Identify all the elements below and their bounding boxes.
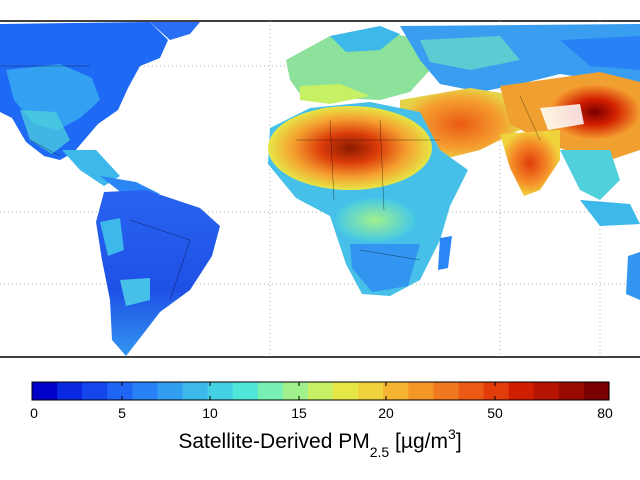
colorbar-cell — [483, 382, 510, 400]
title-subscript: 2.5 — [369, 444, 390, 460]
colorbar-cell — [182, 382, 209, 400]
title-unit-close: ] — [455, 430, 462, 453]
colorbar-cell — [157, 382, 184, 400]
southeast-asia — [560, 150, 640, 226]
colorbar-cell — [207, 382, 234, 400]
colorbar-cell — [408, 382, 434, 400]
colorbar-ticks — [121, 382, 496, 400]
colorbar-cells — [32, 382, 610, 400]
colorbar-cell — [132, 382, 159, 400]
north-america — [0, 22, 168, 198]
colorbar-cell — [458, 382, 485, 400]
europe — [286, 26, 430, 104]
colorbar-cell — [257, 382, 284, 400]
east-asia — [500, 72, 640, 160]
title-superscript: 3 — [448, 426, 456, 442]
title-main: Satellite-Derived PM — [178, 430, 370, 453]
tick-label-50: 50 — [487, 405, 503, 421]
colorbar-cell — [232, 382, 259, 400]
colorbar-cell — [508, 382, 535, 400]
tick-label-20: 20 — [378, 405, 394, 421]
pm25-world-map — [0, 20, 640, 358]
title-unit-g: g/m — [413, 430, 449, 453]
colorbar-cell — [32, 382, 58, 400]
colorbar-outline — [31, 381, 610, 401]
colorbar-cell — [358, 382, 384, 400]
colorbar-cell — [433, 382, 460, 400]
colorbar-cell — [558, 382, 585, 400]
colorbar-cell — [107, 382, 133, 400]
madagascar — [438, 236, 452, 270]
colorbar-title: Satellite-Derived PM2.5 [µg/m3] — [0, 426, 640, 460]
tick-label-80: 80 — [597, 405, 613, 421]
tick-label-0: 0 — [30, 405, 38, 421]
tibet-gap — [540, 104, 584, 130]
colorbar-cell — [383, 382, 409, 400]
australia-edge — [626, 252, 640, 300]
south-america — [96, 190, 220, 356]
world-map-svg — [0, 20, 640, 358]
colorbar-cell — [583, 382, 610, 400]
colorbar-cell — [533, 382, 560, 400]
africa — [268, 102, 468, 296]
colorbar — [31, 381, 610, 401]
colorbar-cell — [57, 382, 83, 400]
colorbar-cell — [307, 382, 334, 400]
india — [500, 130, 560, 196]
colorbar-cell — [333, 382, 359, 400]
colorbar-cell — [282, 382, 309, 400]
title-unit-open: [ — [389, 430, 401, 453]
tick-label-15: 15 — [291, 405, 307, 421]
colorbar-cell — [82, 382, 108, 400]
tick-label-5: 5 — [118, 405, 126, 421]
tick-label-10: 10 — [202, 405, 218, 421]
borders — [0, 65, 541, 301]
title-unit-mu: µ — [400, 430, 413, 453]
